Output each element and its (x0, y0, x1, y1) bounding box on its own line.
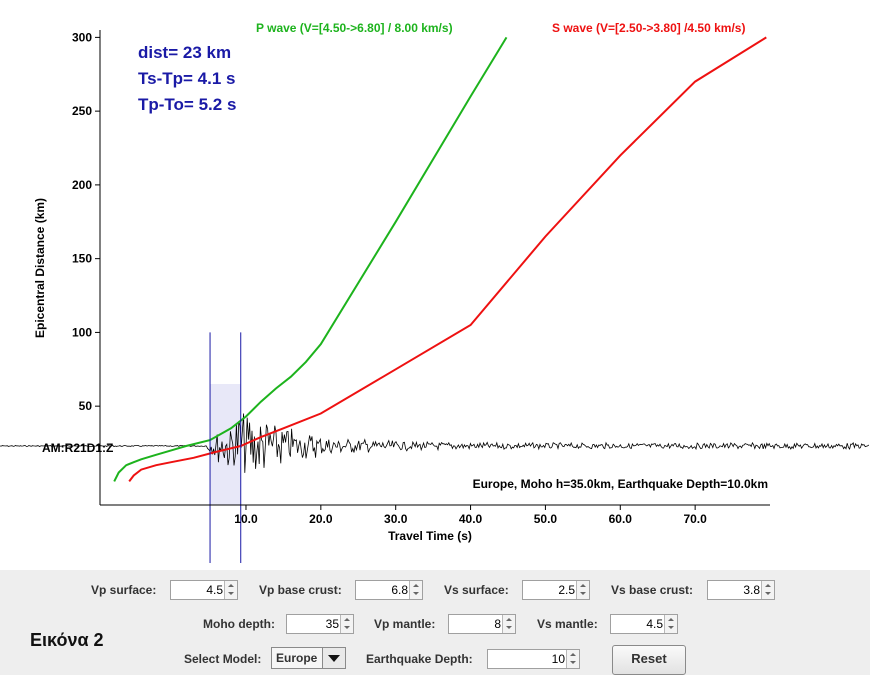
x-tick-label: 70.0 (683, 512, 707, 526)
spin-down-icon[interactable] (580, 592, 586, 595)
vp-base-crust-spinner[interactable]: 6.8 (355, 580, 423, 600)
vp-surface-spinner[interactable]: 4.5 (170, 580, 238, 600)
spin-up-icon[interactable] (506, 618, 512, 621)
vs-base-crust-label: Vs base crust: (611, 583, 694, 597)
spin-up-icon[interactable] (344, 618, 350, 621)
control-panel: Vp surface: 4.5 Vp base crust: 6.8 Vs su… (0, 570, 870, 675)
x-axis-label: Travel Time (s) (388, 529, 472, 543)
spin-down-icon[interactable] (765, 592, 771, 595)
vs-surface-spinner[interactable]: 2.5 (522, 580, 590, 600)
vs-base-crust-value: 3.8 (743, 583, 760, 597)
figure-caption: Εικόνα 2 (30, 630, 104, 650)
spin-up-icon[interactable] (580, 584, 586, 587)
vs-base-crust-stepper[interactable] (761, 581, 774, 599)
vs-mantle-spinner[interactable]: 4.5 (610, 614, 678, 634)
moho-depth-value: 35 (325, 617, 339, 631)
x-tick-label: 60.0 (609, 512, 633, 526)
y-tick-label: 200 (72, 178, 92, 192)
travel-time-chart: 10.0 20.0 30.0 40.0 50.0 60.0 70.0 50 100 150 200 2… (0, 21, 870, 563)
ts-tp-window (210, 384, 241, 505)
spin-up-icon[interactable] (765, 584, 771, 587)
vs-surface-label: Vs surface: (444, 583, 509, 597)
vp-base-crust-label: Vp base crust: (259, 583, 342, 597)
s-wave-legend: S wave (V=[2.50->3.80] /4.50 km/s) (552, 21, 745, 35)
spin-up-icon[interactable] (413, 584, 419, 587)
s-wave-curve (128, 36, 767, 483)
p-wave-legend: P wave (V=[4.50->6.80] / 8.00 km/s) (256, 21, 453, 35)
vp-surface-label: Vp surface: (91, 583, 157, 597)
y-tick-label: 150 (72, 252, 92, 266)
model-select[interactable]: Europe (271, 647, 346, 669)
vp-mantle-value: 8 (494, 617, 501, 631)
vs-base-crust-spinner[interactable]: 3.8 (707, 580, 775, 600)
model-select-button[interactable] (322, 648, 345, 668)
vp-base-crust-value: 6.8 (391, 583, 408, 597)
spin-up-icon[interactable] (570, 653, 576, 656)
x-tick-label: 20.0 (309, 512, 333, 526)
earthquake-depth-label: Earthquake Depth: (366, 652, 473, 666)
vp-mantle-spinner[interactable]: 8 (448, 614, 516, 634)
reset-button[interactable]: Reset (612, 645, 686, 675)
y-tick-label: 300 (72, 30, 92, 44)
model-info-label: Europe, Moho h=35.0km, Earthquake Depth=… (473, 477, 768, 491)
vs-mantle-label: Vs mantle: (537, 617, 598, 631)
vp-base-crust-stepper[interactable] (409, 581, 422, 599)
spin-down-icon[interactable] (344, 626, 350, 629)
spin-up-icon[interactable] (668, 618, 674, 621)
spin-down-icon[interactable] (413, 592, 419, 595)
spin-down-icon[interactable] (570, 661, 576, 664)
vp-surface-value: 4.5 (206, 583, 223, 597)
x-tick-label: 50.0 (534, 512, 558, 526)
x-tick-label: 40.0 (459, 512, 483, 526)
model-select-value: Europe (276, 651, 318, 665)
moho-depth-stepper[interactable] (340, 615, 353, 633)
ts-tp-annotation: Ts-Tp= 4.1 s (138, 69, 235, 88)
moho-depth-spinner[interactable]: 35 (286, 614, 354, 634)
spin-down-icon[interactable] (506, 626, 512, 629)
vp-mantle-label: Vp mantle: (374, 617, 436, 631)
select-model-label: Select Model: (184, 652, 262, 666)
x-tick-label: 30.0 (384, 512, 408, 526)
p-wave-curve (113, 36, 508, 482)
distance-annotation: dist= 23 km (138, 43, 231, 62)
vs-surface-value: 2.5 (558, 583, 575, 597)
earthquake-depth-spinner[interactable]: 10 (487, 649, 580, 669)
y-axis-label: Epicentral Distance (km) (33, 198, 47, 338)
y-tick-label: 50 (79, 399, 93, 413)
vs-surface-stepper[interactable] (576, 581, 589, 599)
seismogram-trace (0, 413, 870, 473)
earthquake-depth-stepper[interactable] (566, 650, 579, 668)
tp-to-annotation: Tp-To= 5.2 s (138, 95, 236, 114)
spin-down-icon[interactable] (228, 592, 234, 595)
spin-up-icon[interactable] (228, 584, 234, 587)
spin-down-icon[interactable] (668, 626, 674, 629)
vp-mantle-stepper[interactable] (502, 615, 515, 633)
y-tick-label: 250 (72, 104, 92, 118)
moho-depth-label: Moho depth: (203, 617, 275, 631)
y-tick-label: 100 (72, 325, 92, 339)
chevron-down-icon (328, 655, 340, 662)
earthquake-depth-value: 10 (551, 652, 565, 666)
station-label: AM:R21D1:Z (42, 441, 113, 455)
vs-mantle-value: 4.5 (646, 617, 663, 631)
vp-surface-stepper[interactable] (224, 581, 237, 599)
x-tick-label: 10.0 (234, 512, 258, 526)
vs-mantle-stepper[interactable] (664, 615, 677, 633)
